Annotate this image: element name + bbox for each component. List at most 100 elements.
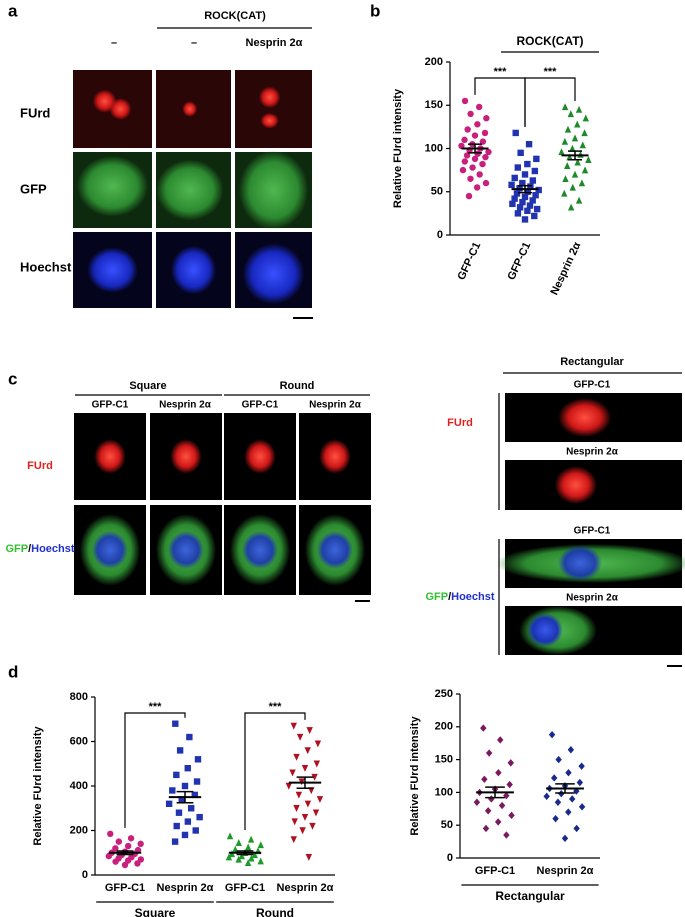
data-point xyxy=(471,132,479,139)
data-point xyxy=(293,753,300,761)
significance-bracket xyxy=(244,712,306,831)
image-label: Nesprin 2α xyxy=(566,593,619,604)
data-point xyxy=(301,813,309,821)
cell-signal xyxy=(238,150,309,230)
column-label: Nesprin 2α xyxy=(159,400,212,411)
error-bar xyxy=(555,783,575,794)
significance-label: *** xyxy=(269,701,283,713)
data-point xyxy=(289,769,296,777)
data-point xyxy=(506,780,513,789)
y-tick-label: 0 xyxy=(437,229,443,241)
y-axis-label: Relative FUrd intensity xyxy=(409,716,421,836)
group-label: Square xyxy=(135,906,176,917)
data-point xyxy=(184,765,191,772)
data-point xyxy=(181,782,189,790)
row-label: FUrd xyxy=(447,417,473,429)
cell-signal xyxy=(558,545,602,581)
data-point xyxy=(561,834,569,843)
panel-label: a xyxy=(8,1,18,20)
cell-signal xyxy=(76,155,149,217)
y-tick-label: 600 xyxy=(70,735,88,747)
data-point xyxy=(585,156,592,163)
error-bar xyxy=(176,790,194,804)
data-point xyxy=(235,839,242,846)
data-point xyxy=(290,722,297,730)
data-point xyxy=(564,125,572,133)
y-tick-label: 200 xyxy=(70,824,88,836)
data-point xyxy=(535,186,542,194)
y-tick-label: 0 xyxy=(82,869,88,881)
cell-signal xyxy=(171,245,216,295)
column-label: – xyxy=(191,37,197,49)
column-label: Nesprin 2α xyxy=(246,37,303,49)
data-point xyxy=(508,181,515,189)
data-point xyxy=(577,150,584,158)
group-header: Round xyxy=(280,380,315,392)
data-point xyxy=(115,838,123,845)
data-point xyxy=(521,216,529,223)
y-tick-label: 400 xyxy=(70,780,88,792)
label-part: Hoechst xyxy=(451,591,495,603)
data-point xyxy=(561,103,569,111)
data-point xyxy=(479,138,487,145)
data-point xyxy=(296,733,304,741)
data-point xyxy=(582,114,589,122)
data-point xyxy=(186,733,193,741)
data-point xyxy=(316,796,324,804)
label-part: Hoechst xyxy=(31,543,75,555)
data-point xyxy=(529,177,537,184)
image-label: Nesprin 2α xyxy=(566,447,619,458)
x-tick-label: Nesprin 2α xyxy=(537,865,594,877)
significance-label: *** xyxy=(544,66,558,78)
y-tick-label: 100 xyxy=(435,786,453,798)
data-point xyxy=(578,179,586,187)
data-point xyxy=(465,192,473,200)
data-point xyxy=(578,762,585,770)
panel-label: c xyxy=(8,369,17,388)
significance-bracket xyxy=(474,77,526,127)
data-point xyxy=(127,835,135,842)
data-point xyxy=(532,192,539,199)
significance-label: *** xyxy=(494,66,508,78)
error-bar xyxy=(236,850,254,856)
data-point xyxy=(226,832,234,840)
data-point xyxy=(495,769,502,777)
data-point xyxy=(192,827,199,834)
cell-signal xyxy=(109,98,132,120)
data-point xyxy=(476,171,483,178)
data-point xyxy=(565,808,572,816)
data-point xyxy=(194,756,202,763)
data-point xyxy=(173,771,180,779)
data-point xyxy=(533,205,541,213)
data-point xyxy=(121,861,129,869)
data-point xyxy=(519,179,526,187)
data-point xyxy=(565,769,572,777)
error-bar xyxy=(468,143,482,154)
x-tick-label: GFP-C1 xyxy=(475,865,515,877)
data-point xyxy=(112,858,119,865)
data-point xyxy=(196,813,203,821)
x-tick-label: GFP-C1 xyxy=(455,240,483,282)
data-point xyxy=(484,807,492,815)
group-header: ROCK(CAT) xyxy=(204,10,266,22)
data-point xyxy=(191,791,198,799)
data-point xyxy=(244,859,252,866)
data-point xyxy=(247,835,255,843)
data-point xyxy=(529,197,536,204)
row-label: GFP/Hoechst xyxy=(425,591,494,603)
data-point xyxy=(134,860,141,867)
data-point xyxy=(524,207,531,214)
row-label: FUrd xyxy=(20,105,50,120)
data-point xyxy=(461,136,468,144)
data-point xyxy=(509,200,516,208)
y-tick-label: 50 xyxy=(431,186,443,198)
group-header: Square xyxy=(129,380,166,392)
data-point xyxy=(521,193,529,201)
data-point xyxy=(175,809,183,816)
data-point xyxy=(312,809,320,817)
y-tick-label: 150 xyxy=(435,754,453,766)
row-label: GFP xyxy=(20,181,47,196)
data-point xyxy=(483,115,490,122)
data-point xyxy=(306,727,313,735)
data-point xyxy=(479,160,486,168)
